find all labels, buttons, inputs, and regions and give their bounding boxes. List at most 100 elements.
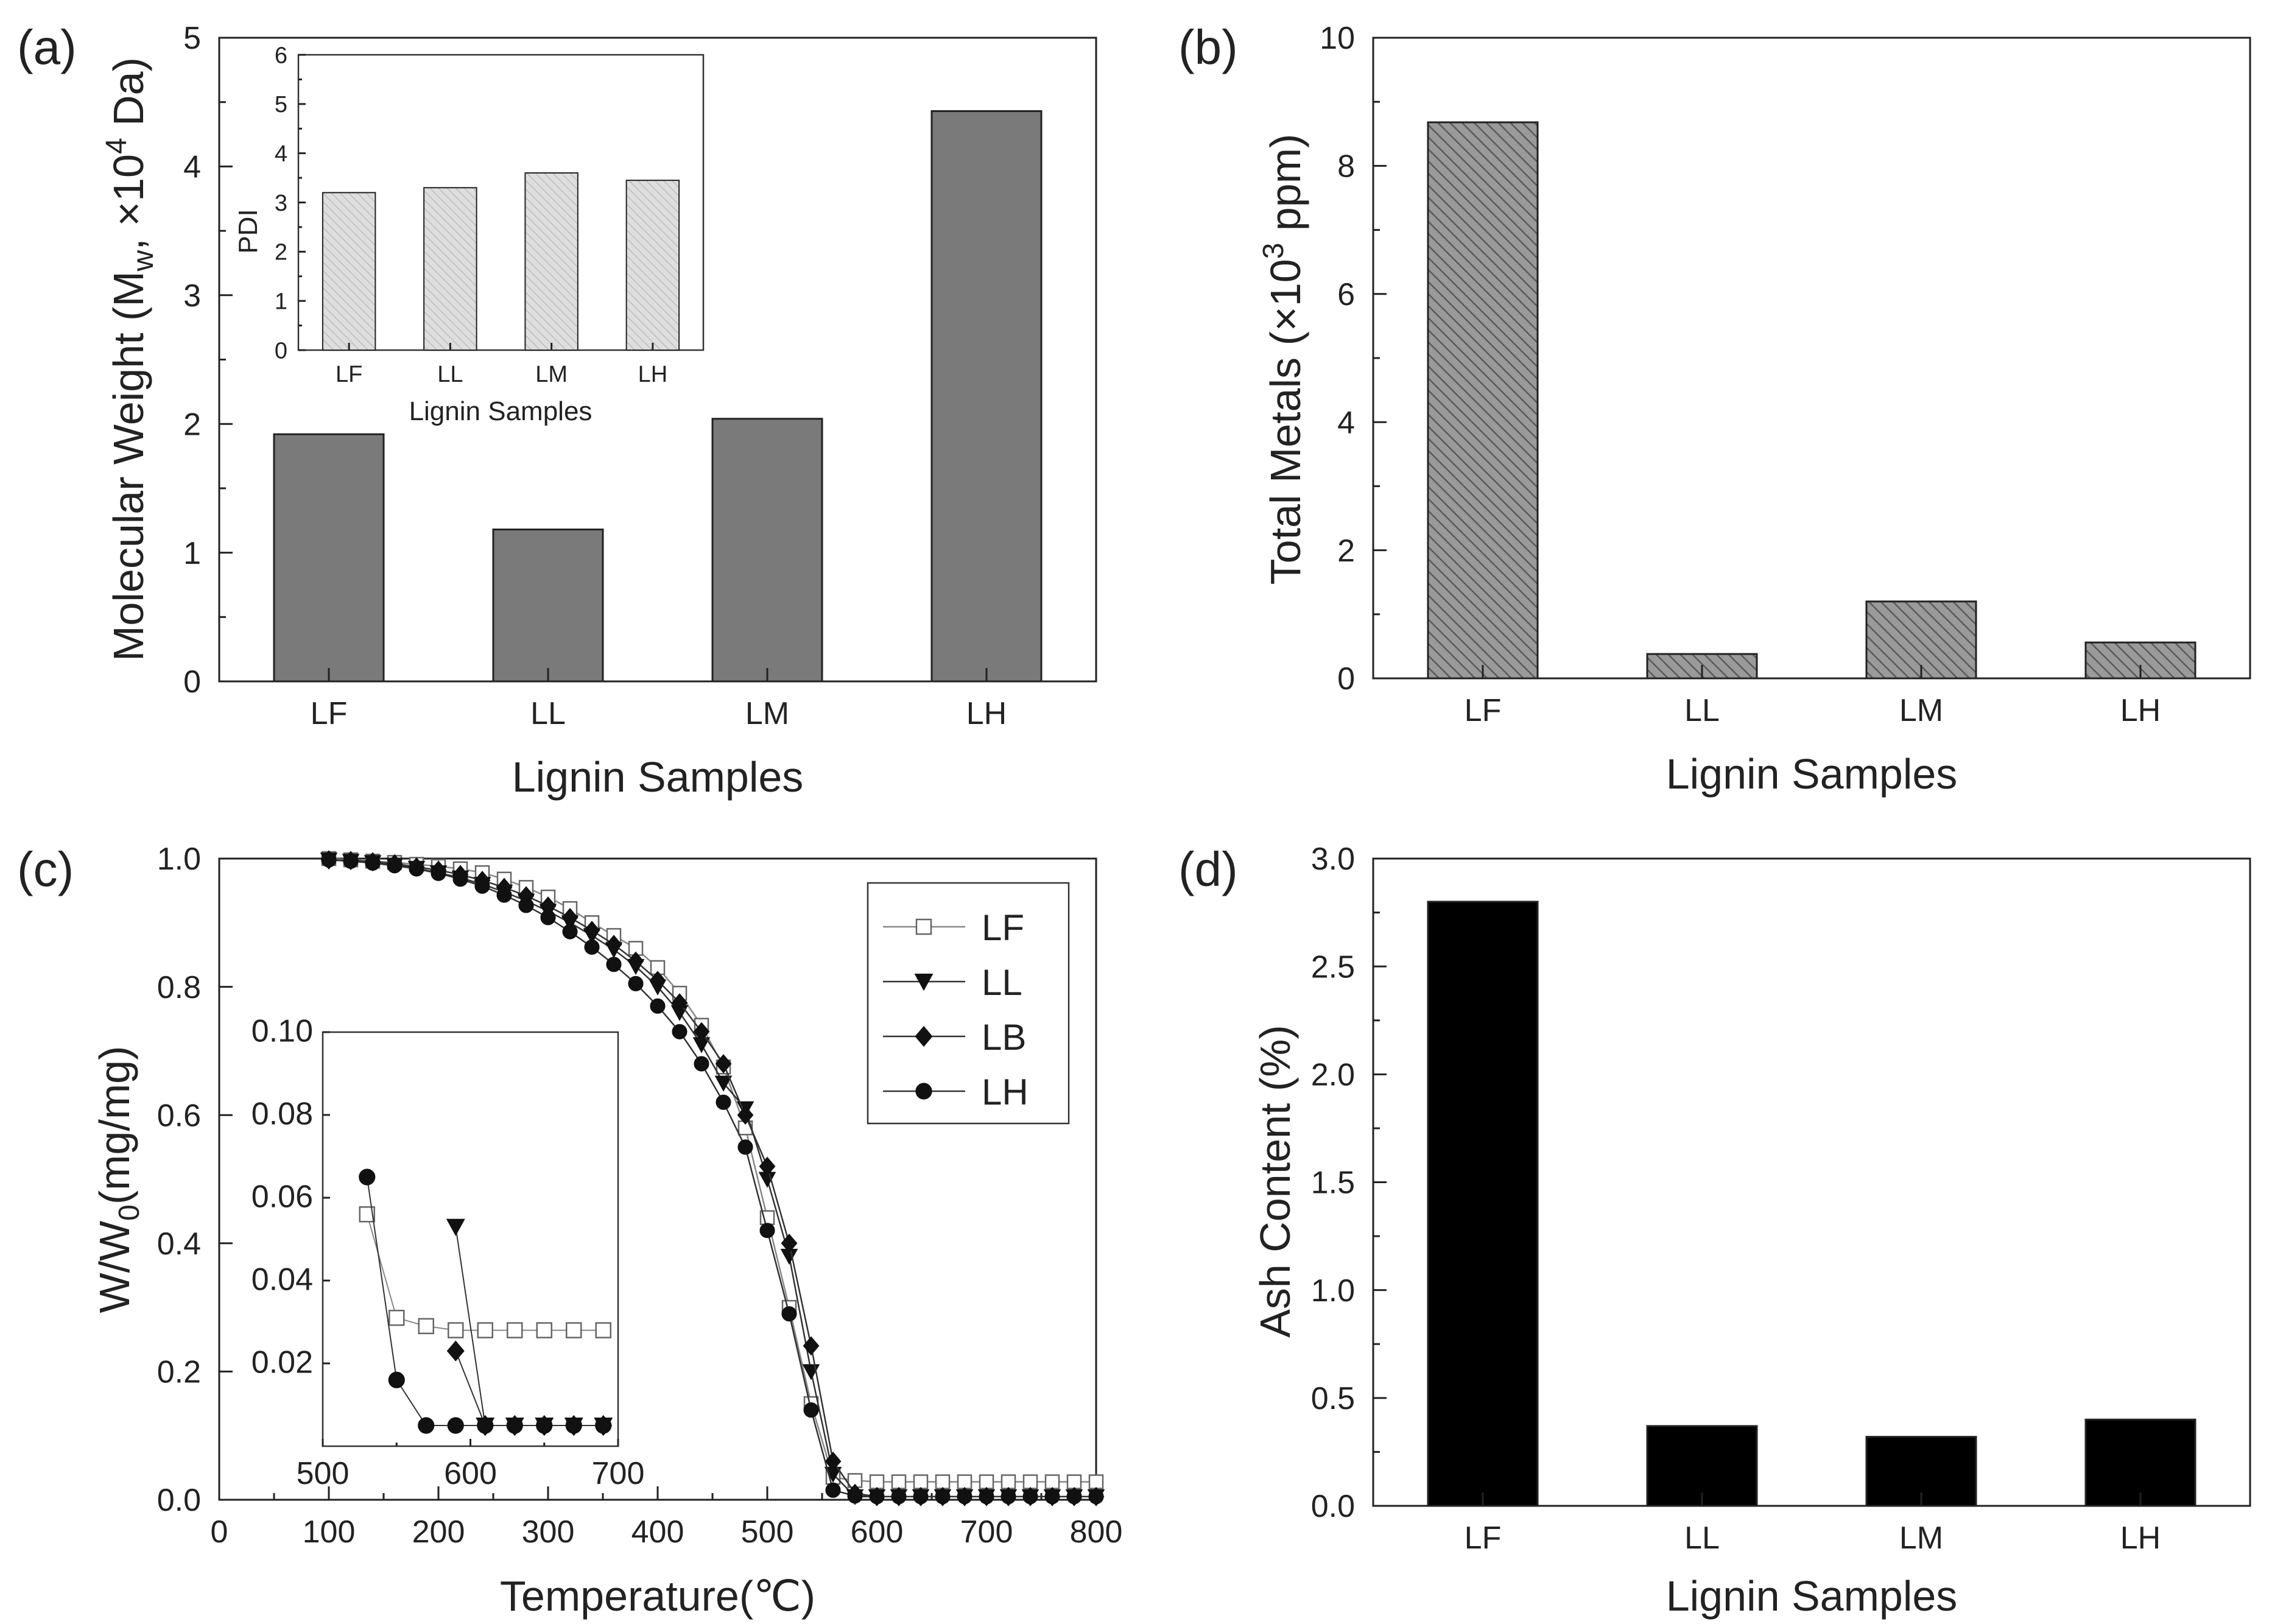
point-lb (715, 1054, 732, 1074)
x-tick-label: 100 (303, 1514, 356, 1550)
panel-c-y-title-end: (mg/mg) (91, 1046, 138, 1205)
point-lb (583, 921, 600, 940)
y-tick-label: 0.04 (251, 1262, 313, 1297)
point-lh (359, 1169, 376, 1186)
point-lh (913, 1489, 929, 1505)
point-lf (957, 1474, 972, 1489)
y-tick-label: 0.06 (251, 1179, 313, 1214)
panel-a-x-title: Lignin Samples (512, 753, 804, 801)
x-tick-label-lm: LM (535, 362, 568, 387)
point-lh (518, 898, 534, 913)
panel-a-x-ticks: LF LL LM LH (311, 668, 1007, 731)
panel-a-y-ticks: 0 1 2 3 4 5 (183, 21, 233, 700)
series-lf (359, 1206, 611, 1338)
point-lf (891, 1474, 907, 1489)
point-lh (474, 878, 490, 894)
legend-item-ll: LL (883, 962, 1022, 1003)
legend-label-lb: LB (982, 1017, 1026, 1058)
point-lh (388, 1371, 405, 1388)
y-tick-label: 0.8 (157, 970, 201, 1005)
y-tick-label: 4 (1337, 405, 1355, 440)
point-lh (452, 871, 468, 887)
point-lh (409, 861, 424, 877)
y-tick-label: 0 (275, 338, 287, 364)
legend-label-lf: LF (982, 907, 1024, 948)
point-lh (672, 1024, 688, 1039)
point-lh (737, 1139, 753, 1155)
x-tick-label-lf: LF (1465, 693, 1502, 728)
panel-c-x-ticks: 0 100 200 300 400 500 600 700 800 (211, 1486, 1122, 1550)
panel-a-y-title-main: Molecular Weight (M (105, 271, 152, 661)
point-lb (781, 1233, 798, 1253)
point-lb (693, 1022, 710, 1042)
point-lb (671, 993, 688, 1013)
x-tick-label-lh: LH (966, 696, 1007, 731)
point-lf (566, 1322, 582, 1338)
point-lh (935, 1489, 951, 1505)
bar-lh (2084, 1418, 2196, 1507)
panel-a-y-title: Molecular Weight (Mw, ×104 Da) (100, 57, 160, 661)
panel-b-x-ticks: LF LL LM LH (1465, 665, 2161, 728)
point-lh (891, 1489, 907, 1505)
point-lh (343, 853, 359, 869)
panel-c-x-title: Temperature(℃) (500, 1572, 815, 1620)
point-lf (869, 1474, 885, 1489)
point-lh (979, 1489, 994, 1505)
point-lh (321, 852, 337, 868)
x-tick-label-lf: LF (1465, 1520, 1502, 1556)
y-tick-label: 4 (275, 141, 287, 167)
panel-d-x-title: Lignin Samples (1666, 1572, 1958, 1620)
y-tick-label: 0 (1337, 661, 1355, 697)
y-tick-label: 0 (183, 664, 201, 700)
bar-lf (322, 192, 376, 351)
point-lh (506, 1417, 523, 1434)
panel-c-y-title-sub: 0 (113, 1204, 146, 1221)
panel-a-inset-pdi: 0 1 2 3 4 5 6 LF LL LM LH Lignin Samples PDI (233, 43, 705, 426)
point-lf (935, 1474, 951, 1489)
panel-b-label: (b) (1178, 20, 1238, 74)
point-lb (825, 1451, 842, 1471)
point-lh (536, 1417, 553, 1434)
point-lh (565, 1417, 582, 1434)
panel-a-y-title-sub: w (127, 250, 160, 272)
point-lh (1001, 1489, 1016, 1505)
y-tick-label: 0.5 (1311, 1381, 1355, 1416)
panel-a-label: (a) (17, 20, 77, 74)
legend-label-ll: LL (982, 962, 1022, 1003)
bar-lm (711, 418, 823, 683)
y-tick-label: 0.10 (251, 1013, 313, 1049)
panel-c-inset: 0.02 0.04 0.06 0.08 0.10 500 600 700 (251, 1013, 645, 1491)
point-lb (759, 1156, 776, 1176)
y-tick-label: 4 (183, 150, 201, 185)
point-lh (562, 924, 578, 940)
panel-a-inset-bars (322, 172, 680, 351)
panel-b-total-metals: (b) 0 2 4 6 8 10 LF LL LM LH Lignin Samples Tota… (1178, 20, 2251, 798)
legend-box (867, 882, 1070, 1125)
y-tick-label: 5 (183, 21, 201, 56)
panel-a-inset-x-ticks: LF LL LM LH (336, 343, 667, 387)
legend-item-lh: LH (883, 1072, 1029, 1113)
point-lh (1022, 1489, 1038, 1505)
x-tick-label-lm: LM (745, 696, 789, 731)
x-tick-label: 400 (631, 1514, 684, 1550)
point-lh (825, 1482, 841, 1498)
point-lf (507, 1322, 523, 1338)
point-lh (628, 975, 644, 991)
x-tick-label: 600 (444, 1456, 497, 1491)
bar-ll (423, 187, 477, 351)
y-tick-label: 6 (1337, 277, 1355, 312)
panel-b-x-title: Lignin Samples (1666, 750, 1958, 798)
panel-c-y-ticks: 0.0 0.2 0.4 0.6 0.8 1.0 (157, 842, 233, 1518)
y-tick-label: 3.0 (1311, 842, 1355, 877)
y-tick-label: 1.0 (157, 842, 201, 877)
point-lh (387, 858, 403, 874)
panel-a-inset-x-title: Lignin Samples (409, 396, 593, 426)
panel-d-y-ticks: 0.0 0.5 1.0 1.5 2.0 2.5 3.0 (1311, 842, 1387, 1524)
panel-c-inset-x-ticks: 500 600 700 (297, 1439, 644, 1491)
point-lh (781, 1306, 797, 1322)
point-lf (448, 1322, 464, 1338)
y-tick-label: 1.0 (1311, 1273, 1355, 1309)
point-lh (418, 1417, 435, 1434)
point-lh (694, 1056, 709, 1072)
y-tick-label: 8 (1337, 149, 1355, 185)
